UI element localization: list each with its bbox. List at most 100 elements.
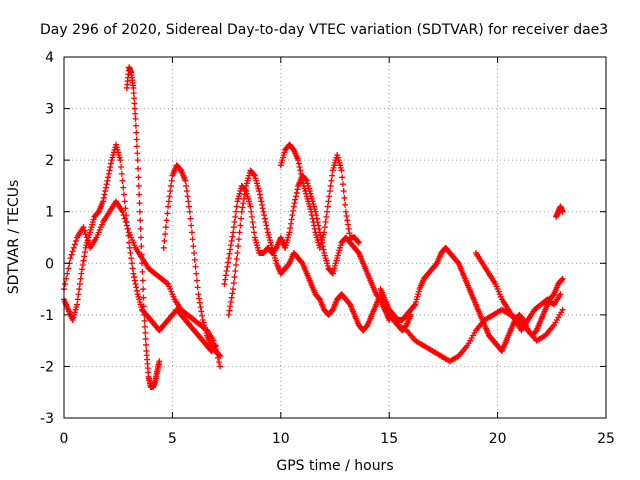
data-point bbox=[260, 208, 267, 215]
data-point bbox=[64, 270, 71, 277]
data-point bbox=[119, 177, 126, 184]
data-point bbox=[75, 291, 82, 298]
data-point bbox=[287, 225, 294, 232]
data-point bbox=[79, 262, 86, 269]
data-point bbox=[78, 270, 85, 277]
data-point bbox=[286, 229, 293, 236]
data-point bbox=[308, 212, 315, 219]
data-point bbox=[183, 188, 190, 195]
data-point bbox=[261, 212, 268, 219]
data-point bbox=[62, 280, 69, 287]
data-point bbox=[133, 136, 140, 143]
data-point bbox=[339, 181, 346, 188]
data-point bbox=[310, 219, 317, 226]
data-point bbox=[165, 203, 172, 210]
data-point bbox=[355, 239, 362, 246]
data-point bbox=[339, 174, 346, 181]
data-point bbox=[225, 259, 232, 266]
data-point bbox=[230, 229, 237, 236]
data-point bbox=[167, 188, 174, 195]
data-point bbox=[240, 200, 247, 207]
data-point bbox=[134, 150, 141, 157]
data-point bbox=[342, 201, 349, 208]
data-point bbox=[256, 188, 263, 195]
data-point bbox=[133, 143, 140, 150]
data-point bbox=[136, 200, 143, 207]
data-point bbox=[263, 222, 270, 229]
data-point bbox=[131, 277, 138, 284]
data-point bbox=[142, 329, 149, 336]
data-point bbox=[251, 171, 258, 178]
data-point bbox=[188, 222, 195, 229]
data-point bbox=[231, 219, 238, 226]
data-point bbox=[70, 244, 77, 251]
data-point bbox=[298, 174, 305, 181]
data-point bbox=[559, 275, 566, 282]
data-point bbox=[107, 164, 114, 171]
data-point bbox=[121, 215, 128, 222]
data-point bbox=[311, 222, 318, 229]
y-tick-label: 4 bbox=[45, 50, 54, 66]
data-point bbox=[79, 266, 86, 273]
plot-frame bbox=[63, 56, 607, 419]
data-point bbox=[232, 268, 239, 275]
data-point bbox=[326, 193, 333, 200]
data-point bbox=[128, 255, 135, 262]
data-point bbox=[222, 276, 229, 283]
data-point bbox=[290, 207, 297, 214]
data-point bbox=[166, 193, 173, 200]
data-point bbox=[187, 215, 194, 222]
data-point bbox=[321, 224, 328, 231]
data-point bbox=[325, 198, 332, 205]
data-point bbox=[182, 177, 189, 184]
data-point bbox=[290, 203, 297, 210]
x-tick-label: 0 bbox=[60, 431, 69, 447]
y-tick-label: -1 bbox=[40, 308, 54, 324]
data-point bbox=[288, 216, 295, 223]
data-point bbox=[118, 164, 125, 171]
data-point bbox=[295, 157, 302, 164]
data-point bbox=[230, 224, 237, 231]
data-point bbox=[309, 215, 316, 222]
data-point bbox=[107, 160, 114, 167]
data-point bbox=[136, 191, 143, 198]
data-point bbox=[292, 196, 299, 203]
data-point bbox=[67, 255, 74, 262]
data-point bbox=[167, 182, 174, 189]
data-point bbox=[84, 237, 91, 244]
data-point bbox=[296, 164, 303, 171]
data-point bbox=[234, 249, 241, 256]
data-point bbox=[256, 191, 263, 198]
data-point bbox=[321, 229, 328, 236]
data-point bbox=[186, 203, 193, 210]
data-point bbox=[132, 110, 139, 117]
data-point bbox=[141, 317, 148, 324]
data-point bbox=[261, 215, 268, 222]
data-point bbox=[217, 363, 224, 370]
data-point bbox=[326, 188, 333, 195]
y-tick-label: -3 bbox=[40, 411, 54, 427]
y-tick-label: 2 bbox=[45, 153, 54, 169]
data-point bbox=[120, 212, 127, 219]
data-point bbox=[338, 167, 345, 174]
data-point bbox=[249, 219, 256, 226]
data-point bbox=[311, 225, 318, 232]
data-point bbox=[137, 225, 144, 232]
data-point bbox=[122, 205, 129, 212]
data-point bbox=[190, 243, 197, 250]
data-point bbox=[131, 95, 138, 102]
data-point bbox=[320, 246, 327, 253]
data-point bbox=[121, 198, 128, 205]
data-point bbox=[156, 358, 163, 365]
data-point bbox=[83, 234, 90, 241]
data-point bbox=[140, 286, 147, 293]
data-point bbox=[100, 198, 107, 205]
data-point bbox=[191, 249, 198, 256]
data-point bbox=[228, 237, 235, 244]
data-point bbox=[162, 231, 169, 238]
data-point bbox=[232, 208, 239, 215]
data-point bbox=[135, 174, 142, 181]
data-point bbox=[102, 188, 109, 195]
data-point bbox=[224, 263, 231, 270]
